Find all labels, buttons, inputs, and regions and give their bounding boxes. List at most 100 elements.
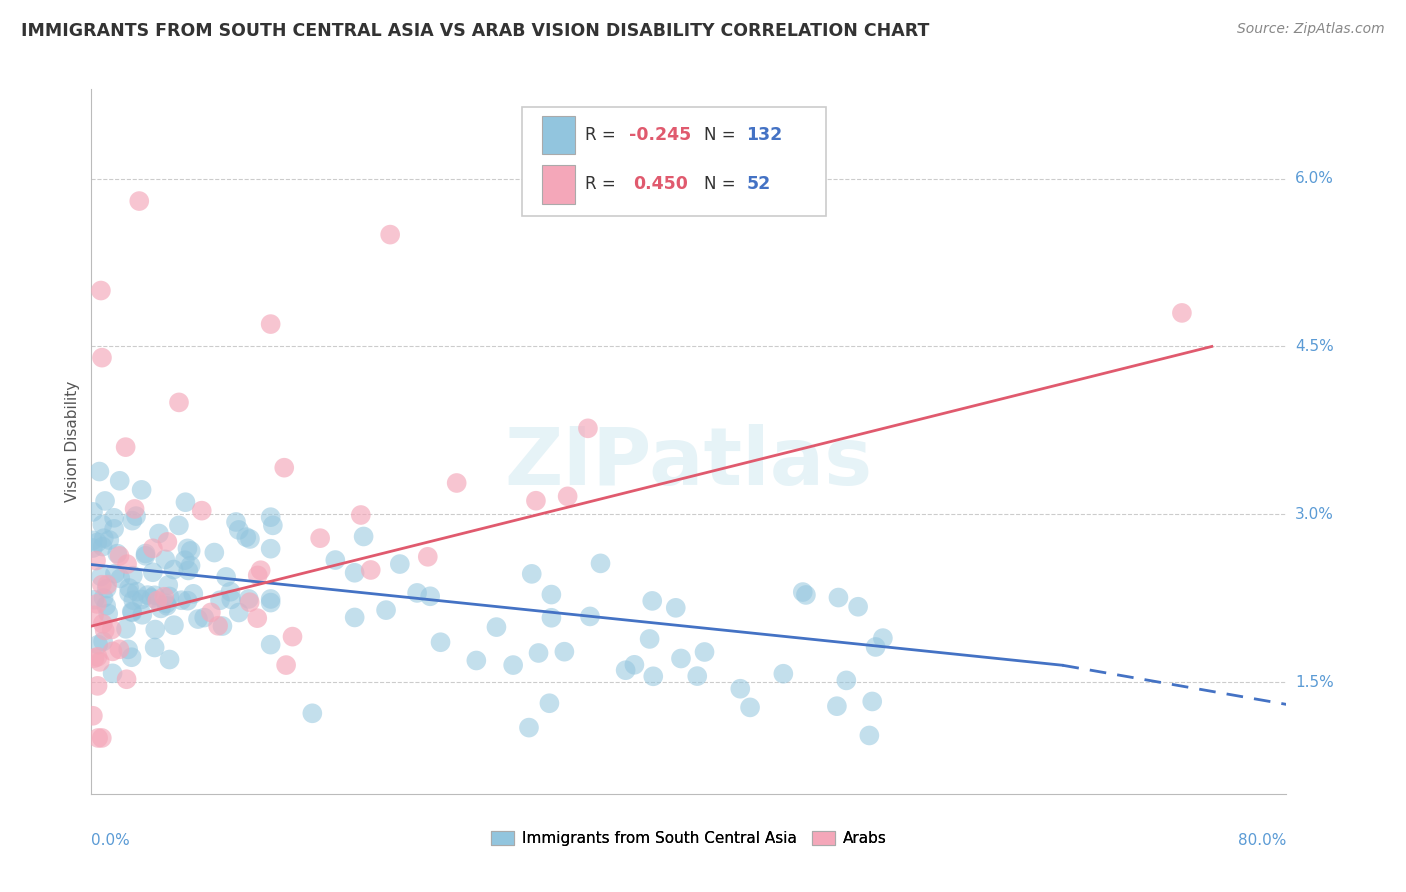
- Point: [623, 657, 645, 672]
- Point: [114, 440, 136, 454]
- Point: [193, 610, 215, 624]
- Point: [353, 529, 375, 543]
- Point: [117, 642, 139, 657]
- Point: [86, 597, 108, 611]
- Point: [174, 495, 197, 509]
- Point: [122, 593, 145, 607]
- Point: [163, 563, 186, 577]
- Point: [825, 699, 848, 714]
- Point: [135, 547, 157, 561]
- Point: [239, 532, 262, 546]
- Point: [527, 646, 550, 660]
- Point: [108, 549, 131, 563]
- FancyBboxPatch shape: [522, 107, 827, 216]
- Point: [96, 582, 118, 596]
- Point: [90, 578, 112, 592]
- Point: [614, 663, 637, 677]
- Point: [772, 666, 794, 681]
- Point: [177, 564, 200, 578]
- Bar: [541, 116, 575, 154]
- Point: [540, 611, 562, 625]
- Point: [246, 568, 269, 582]
- Point: [82, 541, 104, 555]
- Point: [142, 566, 165, 580]
- Point: [143, 640, 166, 655]
- Point: [83, 608, 105, 623]
- Text: 0.450: 0.450: [633, 176, 688, 194]
- Point: [180, 558, 202, 573]
- Point: [91, 634, 114, 648]
- Text: 80.0%: 80.0%: [1239, 832, 1286, 847]
- Point: [225, 515, 247, 529]
- Point: [579, 609, 602, 624]
- Point: [121, 650, 143, 665]
- Point: [121, 514, 143, 528]
- Point: [125, 509, 148, 524]
- Point: [187, 612, 209, 626]
- Point: [589, 557, 612, 571]
- Point: [872, 631, 894, 645]
- Point: [89, 655, 111, 669]
- Text: R =: R =: [585, 176, 621, 194]
- Point: [97, 607, 120, 621]
- Point: [108, 474, 131, 488]
- Point: [323, 553, 346, 567]
- Point: [309, 531, 332, 545]
- Point: [219, 584, 242, 599]
- Point: [131, 607, 153, 622]
- Point: [170, 593, 193, 607]
- Point: [86, 649, 108, 664]
- Point: [641, 594, 664, 608]
- Point: [90, 731, 112, 745]
- Point: [262, 518, 284, 533]
- Text: Source: ZipAtlas.com: Source: ZipAtlas.com: [1237, 22, 1385, 37]
- Point: [207, 619, 229, 633]
- Point: [105, 547, 128, 561]
- Point: [388, 557, 411, 571]
- Point: [865, 640, 887, 654]
- Point: [156, 599, 179, 613]
- Point: [167, 395, 190, 409]
- Text: 52: 52: [747, 176, 770, 194]
- Point: [104, 566, 127, 581]
- Point: [686, 669, 709, 683]
- Point: [141, 591, 163, 605]
- Point: [517, 721, 540, 735]
- Point: [669, 651, 692, 665]
- Point: [419, 589, 441, 603]
- Point: [115, 672, 138, 686]
- Point: [273, 460, 295, 475]
- Point: [200, 606, 222, 620]
- Point: [228, 523, 250, 537]
- Point: [90, 569, 112, 583]
- Point: [115, 557, 138, 571]
- Point: [110, 571, 132, 585]
- Point: [274, 658, 297, 673]
- Point: [858, 729, 880, 743]
- Point: [846, 599, 869, 614]
- Point: [301, 706, 323, 721]
- Point: [638, 632, 661, 646]
- Point: [202, 545, 225, 559]
- Point: [730, 681, 752, 696]
- Point: [1171, 306, 1194, 320]
- Point: [380, 227, 402, 242]
- Point: [375, 603, 398, 617]
- Point: [738, 700, 761, 714]
- Point: [82, 708, 104, 723]
- Point: [693, 645, 716, 659]
- Point: [576, 421, 599, 435]
- Point: [90, 284, 112, 298]
- Point: [84, 553, 107, 567]
- Point: [118, 581, 141, 595]
- Point: [835, 673, 858, 688]
- Point: [281, 630, 304, 644]
- Point: [82, 533, 104, 548]
- Point: [93, 531, 115, 545]
- Text: -0.245: -0.245: [630, 126, 692, 144]
- Legend: Immigrants from South Central Asia, Arabs: Immigrants from South Central Asia, Arab…: [491, 831, 887, 847]
- Point: [406, 586, 429, 600]
- Point: [121, 568, 143, 582]
- Point: [553, 645, 575, 659]
- Point: [118, 586, 141, 600]
